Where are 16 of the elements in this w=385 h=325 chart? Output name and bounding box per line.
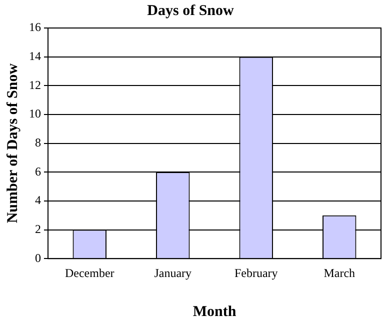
- x-axis-title: Month: [192, 304, 237, 320]
- y-tick-label: 8: [35, 135, 41, 150]
- y-tick-label: 2: [35, 222, 41, 236]
- y-axis-title: Number of Days of Snow: [4, 63, 21, 224]
- y-tick-label: 16: [29, 20, 41, 34]
- y-tick-label: 6: [35, 164, 41, 178]
- x-tick-label: March: [324, 266, 356, 280]
- y-tick-label: 14: [29, 48, 41, 63]
- x-tick-label: January: [154, 266, 192, 280]
- x-tick-label: December: [64, 266, 114, 280]
- y-tick-label: 10: [29, 106, 41, 121]
- y-tick-label: 12: [29, 78, 41, 92]
- x-tick-label: February: [234, 266, 278, 280]
- y-tick-label: 0: [35, 250, 41, 265]
- y-tick-label: 4: [35, 193, 41, 208]
- chart-title: Days of Snow: [147, 2, 234, 19]
